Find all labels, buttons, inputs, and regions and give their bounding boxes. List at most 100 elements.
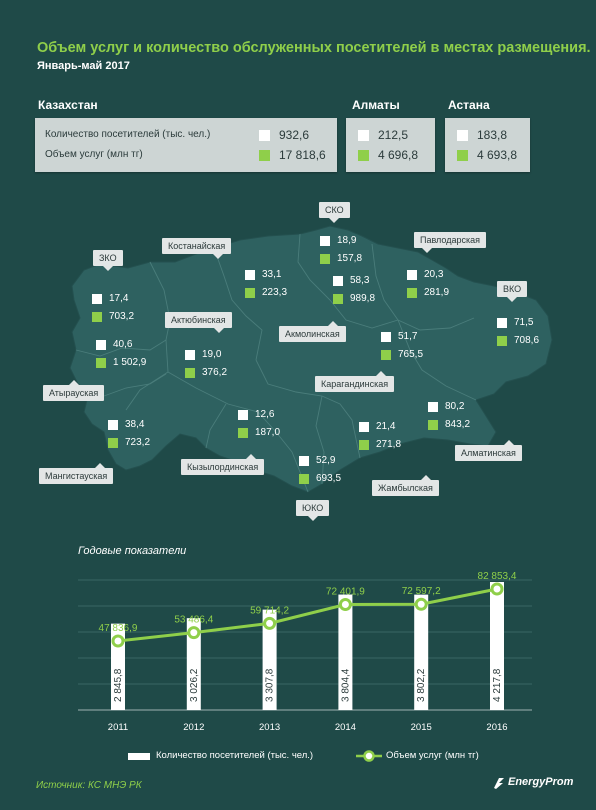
services-label: Объем услуг (млн тг): [45, 149, 143, 160]
services-marker: [497, 336, 507, 346]
line-point-2011: [111, 634, 125, 648]
astana-heading: Астана: [448, 98, 490, 112]
pavlodar-visitors: 20,3: [424, 269, 444, 280]
services-marker: [320, 254, 330, 264]
x-tick-2016: 2016: [486, 722, 507, 733]
line-label-2011: 47 836,9: [99, 623, 138, 634]
line-label-2012: 53 486,4: [174, 615, 213, 626]
services-marker: [358, 150, 369, 161]
bar-2015: [414, 594, 429, 710]
karaganda-visitors: 51,7: [398, 331, 418, 342]
kyzylorda-visitors: 12,6: [255, 409, 275, 420]
callout-aktobe: Актюбинская: [165, 312, 232, 333]
vko-visitors: 71,5: [514, 317, 534, 328]
almaty-region-visitors: 80,2: [445, 401, 465, 412]
visitors-marker: [428, 402, 438, 412]
legend-visitors: Количество посетителей (тыс. чел.): [156, 750, 314, 761]
atyrau-visitors: 40,6: [113, 339, 133, 350]
region-pavlodar-values: 20,3 281,9: [407, 266, 449, 302]
legend-services: Объем услуг (млн тг): [386, 750, 479, 761]
bar-label-2012: 3 026,2: [189, 668, 200, 702]
region-aktobe-values: 19,0 376,2: [185, 346, 227, 382]
line-label-2016: 82 853,4: [478, 571, 517, 582]
visitors-marker: [497, 318, 507, 328]
line-point-2015: [414, 597, 428, 611]
callout-mangistau: Мангистауская: [39, 463, 114, 484]
visitors-marker: [299, 456, 309, 466]
callout-almaty-region: Алматинская: [455, 440, 522, 461]
kz-visitors-value: 932,6: [279, 128, 310, 142]
akmola-visitors: 58,3: [350, 275, 370, 286]
kz-services-value: 17 818,6: [279, 148, 326, 162]
source-note: Источник: КС МНЭ РК: [36, 780, 142, 791]
kostanay-visitors: 33,1: [262, 269, 282, 280]
x-tick-2014: 2014: [335, 722, 356, 733]
energyprom-logo-icon: [494, 778, 504, 789]
almaty-services-value: 4 696,8: [378, 148, 419, 162]
services-marker: [299, 474, 309, 484]
callout-akmola: Акмолинская: [279, 321, 346, 342]
mangistau-services: 723,2: [125, 437, 151, 448]
services-marker: [359, 440, 369, 450]
callout-yuko: ЮКО: [296, 500, 330, 521]
chart-heading: Годовые показатели: [78, 545, 187, 557]
services-marker: [428, 420, 438, 430]
visitors-marker: [359, 422, 369, 432]
region-zhambyl-values: 21,4 271,8: [359, 418, 401, 454]
visitors-marker: [238, 410, 248, 420]
kazakhstan-panel: Количество посетителей (тыс. чел.) Объем…: [35, 118, 337, 172]
services-marker: [457, 150, 468, 161]
kazakhstan-heading: Казахстан: [38, 98, 98, 112]
bar-2016: [490, 582, 504, 710]
services-marker: [96, 358, 106, 368]
visitors-marker: [259, 130, 270, 141]
line-label-2015: 72 597,2: [402, 586, 441, 597]
callout-vko: ВКО: [497, 281, 528, 302]
visitors-marker: [320, 236, 330, 246]
brand-name: EnergyProm: [508, 776, 574, 788]
zhambyl-services: 271,8: [376, 439, 402, 450]
callout-sko: СКО: [319, 202, 350, 223]
visitors-label: Количество посетителей (тыс. чел.): [45, 129, 211, 140]
bar-2013: [262, 609, 277, 710]
aktobe-services: 376,2: [202, 367, 228, 378]
almaty-visitors-value: 212,5: [378, 128, 409, 142]
region-kostanay-values: 33,1 223,3: [245, 266, 287, 302]
callout-karaganda: Карагандинская: [315, 371, 395, 392]
akmola-services: 989,8: [350, 293, 376, 304]
karaganda-services: 765,5: [398, 349, 424, 360]
kostanay-services: 223,3: [262, 287, 288, 298]
zko-services: 703,2: [109, 311, 135, 322]
callout-kyzylorda: Кызылординская: [181, 454, 265, 475]
region-yuko-values: 52,9 693,5: [299, 452, 341, 488]
bar-label-2011: 2 845,8: [113, 668, 124, 702]
visitors-marker: [245, 270, 255, 280]
astana-panel: 183,8 4 693,8: [445, 118, 530, 172]
region-mangistau-values: 38,4 723,2: [108, 416, 150, 452]
services-marker: [381, 350, 391, 360]
visitors-marker: [185, 350, 195, 360]
services-marker: [259, 150, 270, 161]
line-label-2014: 72 401,9: [326, 587, 365, 598]
legend-bar-swatch: [128, 753, 150, 760]
legend-line-swatch: [356, 750, 382, 762]
services-marker: [407, 288, 417, 298]
almaty-panel: 212,5 4 696,8: [346, 118, 435, 172]
services-line: [117, 587, 498, 643]
visitors-marker: [96, 340, 106, 350]
sko-visitors: 18,9: [337, 235, 357, 246]
yuko-services: 693,5: [316, 473, 342, 484]
callout-kostanay: Костанайская: [162, 238, 232, 259]
zko-visitors: 17,4: [109, 293, 129, 304]
line-point-2012: [187, 626, 201, 640]
sko-services: 157,8: [337, 253, 363, 264]
line-point-2013: [263, 616, 277, 630]
bar-label-2014: 3 804,4: [340, 668, 351, 702]
visitors-marker: [108, 420, 118, 430]
region-almaty-values: 80,2 843,2: [428, 398, 470, 434]
line-label-2013: 59 714,2: [250, 605, 289, 616]
region-akmola-values: 58,3 989,8: [333, 272, 375, 308]
aktobe-visitors: 19,0: [202, 349, 222, 360]
x-tick-2015: 2015: [411, 722, 432, 733]
callout-zko: ЗКО: [93, 250, 123, 271]
